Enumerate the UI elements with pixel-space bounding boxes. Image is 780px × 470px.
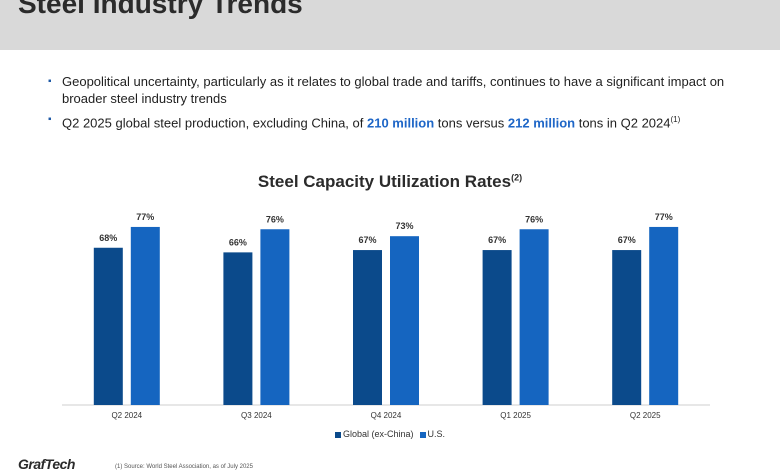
footnote-ref: (1) xyxy=(670,115,681,124)
chart-title-text: Steel Capacity Utilization Rates xyxy=(257,172,512,191)
bar xyxy=(482,250,512,405)
legend-item: Global (ex-China) xyxy=(334,429,414,439)
data-label: 76% xyxy=(525,214,543,224)
data-label: 77% xyxy=(655,212,673,222)
bar xyxy=(353,250,382,405)
bullet-list: ▪ Geopolitical uncertainty, particularly … xyxy=(48,73,758,135)
bar xyxy=(390,236,419,405)
page-title: Steel Industry Trends xyxy=(18,0,303,19)
bar xyxy=(93,247,123,405)
highlight-value: 210 million xyxy=(366,115,435,131)
legend-swatch xyxy=(334,431,341,438)
bullet-marker: ▪ xyxy=(48,76,52,87)
bullet-text: tons versus xyxy=(434,115,508,131)
header-band xyxy=(0,0,780,50)
chart-legend: Global (ex-China) U.S. xyxy=(0,429,780,439)
legend-label: U.S. xyxy=(427,429,446,439)
x-tick-label: Q4 2024 xyxy=(371,411,402,420)
highlight-value: 212 million xyxy=(507,115,576,131)
data-label: 67% xyxy=(618,235,636,245)
data-label: 66% xyxy=(229,237,247,247)
bar xyxy=(649,226,679,405)
data-label: 68% xyxy=(99,233,117,243)
data-label: 73% xyxy=(395,221,413,231)
bullet-item: ▪ Q2 2025 global steel production, exclud… xyxy=(48,111,758,131)
chart-title-superscript: (2) xyxy=(511,172,523,183)
bar xyxy=(612,250,642,405)
chart-title: Steel Capacity Utilization Rates(2) xyxy=(0,172,780,192)
x-tick-label: Q1 2025 xyxy=(500,411,531,420)
company-logo: GrafTech xyxy=(18,456,75,470)
bar xyxy=(223,252,253,405)
data-label: 77% xyxy=(136,212,154,222)
x-tick-label: Q2 2025 xyxy=(630,411,661,420)
x-tick-label: Q2 2024 xyxy=(111,411,142,420)
bullet-text: tons in Q2 2024 xyxy=(575,115,671,131)
data-label: 76% xyxy=(266,214,284,224)
legend-item: U.S. xyxy=(419,429,446,439)
x-tick-label: Q3 2024 xyxy=(241,411,272,420)
data-label: 67% xyxy=(358,235,376,245)
bullet-text: Geopolitical uncertainty, particularly a… xyxy=(62,74,725,106)
bullet-marker: ▪ xyxy=(48,114,52,125)
bar xyxy=(260,229,290,405)
data-label: 67% xyxy=(488,235,506,245)
footnote: (1) Source: World Steel Association, as … xyxy=(115,464,253,470)
bar xyxy=(519,229,549,405)
bullet-item: ▪ Geopolitical uncertainty, particularly … xyxy=(48,73,758,107)
bullet-text: Q2 2025 global steel production, excludi… xyxy=(62,115,367,131)
legend-swatch xyxy=(419,431,426,438)
bar xyxy=(130,226,160,405)
bar-chart: 68% 77% Q2 2024 66% 76% Q3 2024 67% 73% Q4 2024 6… xyxy=(62,212,710,420)
legend-label: Global (ex-China) xyxy=(342,429,414,439)
